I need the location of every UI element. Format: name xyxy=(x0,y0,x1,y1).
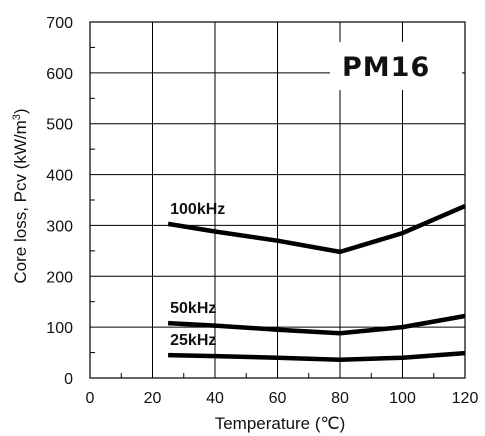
series-label-100kHz: 100kHz xyxy=(170,201,225,218)
grid xyxy=(90,22,465,378)
y-tick-label: 200 xyxy=(46,269,73,286)
x-tick-label: 120 xyxy=(452,390,479,407)
chart-title: PM16 xyxy=(342,52,430,83)
x-tick-label: 40 xyxy=(206,390,224,407)
x-axis-title: Temperature (℃) xyxy=(215,414,346,433)
series-labels: 100kHz 50kHz 25kHz xyxy=(170,201,225,349)
y-tick-label: 100 xyxy=(46,320,73,337)
x-tick-labels: 0 20 40 60 80 100 120 xyxy=(86,390,479,407)
x-tick-label: 100 xyxy=(389,390,416,407)
x-tick-label: 80 xyxy=(331,390,349,407)
series-line-50kHz xyxy=(167,313,466,336)
plot-frame xyxy=(89,21,466,379)
y-tick-label: 500 xyxy=(46,117,73,134)
y-tick-label: 600 xyxy=(46,66,73,83)
minor-ticks xyxy=(90,46,435,378)
y-axis-title-main: Core loss, Pcv (kW/m xyxy=(11,120,30,283)
y-axis-title-close: ) xyxy=(11,108,30,114)
series-line-100kHz xyxy=(167,204,466,255)
x-tick-label: 60 xyxy=(269,390,287,407)
y-axis-title: Core loss, Pcv (kW/m3) xyxy=(11,108,30,283)
y-axis-title-superscript: 3 xyxy=(11,114,23,120)
y-tick-label: 300 xyxy=(46,218,73,235)
series-label-25kHz: 25kHz xyxy=(170,332,216,349)
series-line-25kHz xyxy=(168,350,466,362)
y-tick-label: 400 xyxy=(46,168,73,185)
y-tick-labels: 0 100 200 300 400 500 600 700 xyxy=(46,15,73,388)
series-label-50kHz: 50kHz xyxy=(170,300,216,317)
x-tick-label: 20 xyxy=(144,390,162,407)
x-tick-label: 0 xyxy=(86,390,95,407)
y-tick-label: 0 xyxy=(64,371,73,388)
y-tick-label: 700 xyxy=(46,15,73,32)
title-badge xyxy=(330,42,462,90)
series-lines xyxy=(167,204,466,362)
